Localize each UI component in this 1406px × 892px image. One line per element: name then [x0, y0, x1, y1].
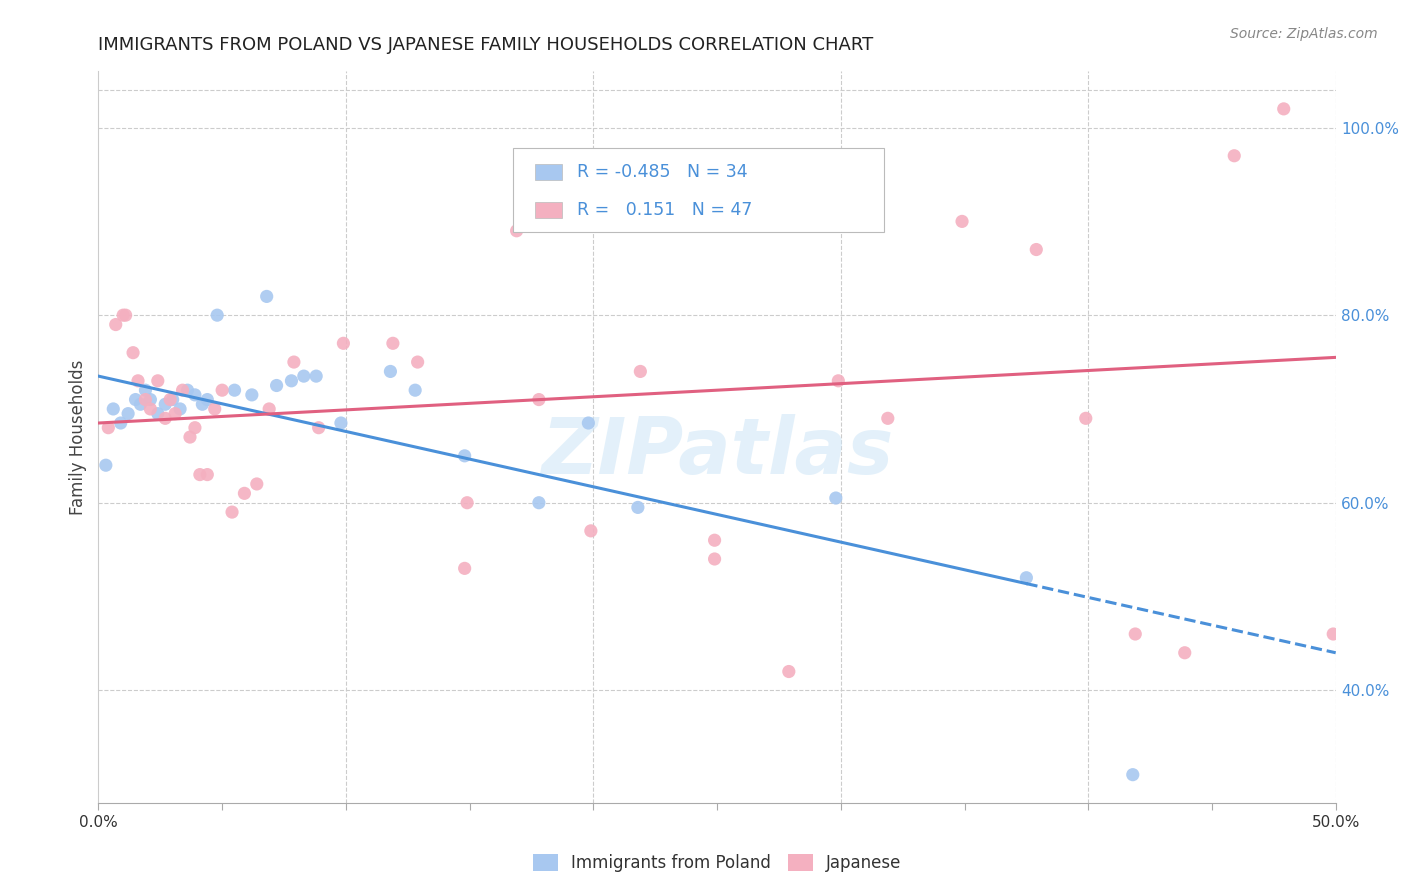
- Point: [124, 392, 146, 407]
- Point: [94, 458, 117, 473]
- Point: [114, 308, 136, 322]
- Point: [827, 374, 849, 388]
- Point: [110, 416, 132, 430]
- Point: [134, 383, 156, 397]
- Point: [112, 308, 135, 322]
- Point: [256, 289, 278, 303]
- Point: [703, 533, 725, 548]
- Text: Source: ZipAtlas.com: Source: ZipAtlas.com: [1230, 27, 1378, 41]
- Point: [950, 214, 973, 228]
- Text: R = -0.485   N = 34: R = -0.485 N = 34: [578, 162, 748, 180]
- Point: [527, 496, 550, 510]
- Point: [117, 407, 139, 421]
- Point: [824, 491, 846, 505]
- Point: [876, 411, 898, 425]
- Point: [381, 336, 404, 351]
- Point: [129, 397, 152, 411]
- Point: [406, 355, 429, 369]
- Point: [172, 383, 194, 397]
- Point: [1015, 571, 1038, 585]
- Point: [233, 486, 256, 500]
- Point: [1025, 243, 1047, 257]
- Point: [176, 383, 198, 397]
- Point: [283, 355, 305, 369]
- Point: [1272, 102, 1295, 116]
- Point: [224, 383, 246, 397]
- Point: [280, 374, 302, 388]
- Legend: Immigrants from Poland, Japanese: Immigrants from Poland, Japanese: [526, 847, 908, 879]
- Y-axis label: Family Households: Family Households: [69, 359, 87, 515]
- Point: [1174, 646, 1197, 660]
- Point: [246, 477, 269, 491]
- Point: [205, 308, 228, 322]
- Point: [146, 374, 169, 388]
- Point: [576, 416, 599, 430]
- Point: [579, 524, 602, 538]
- Point: [139, 401, 162, 416]
- Point: [134, 392, 156, 407]
- Point: [169, 401, 191, 416]
- FancyBboxPatch shape: [513, 148, 884, 232]
- Point: [332, 336, 354, 351]
- Point: [211, 383, 233, 397]
- FancyBboxPatch shape: [536, 163, 562, 179]
- Point: [456, 496, 478, 510]
- Text: IMMIGRANTS FROM POLAND VS JAPANESE FAMILY HOUSEHOLDS CORRELATION CHART: IMMIGRANTS FROM POLAND VS JAPANESE FAMIL…: [98, 36, 873, 54]
- Point: [139, 392, 162, 407]
- Point: [1123, 627, 1146, 641]
- FancyBboxPatch shape: [536, 202, 562, 219]
- Point: [184, 388, 207, 402]
- Point: [1322, 627, 1344, 641]
- Point: [159, 392, 181, 407]
- Point: [305, 369, 328, 384]
- Point: [628, 364, 651, 378]
- Point: [703, 552, 725, 566]
- Point: [195, 392, 218, 407]
- Point: [221, 505, 243, 519]
- Point: [165, 407, 187, 421]
- Point: [146, 407, 169, 421]
- Point: [404, 383, 426, 397]
- Point: [1074, 411, 1097, 425]
- Point: [188, 467, 211, 482]
- Point: [627, 500, 650, 515]
- Text: ZIPatlas: ZIPatlas: [541, 414, 893, 490]
- Point: [380, 364, 402, 378]
- Point: [257, 401, 280, 416]
- Point: [155, 411, 177, 425]
- Point: [505, 224, 527, 238]
- Point: [162, 392, 184, 407]
- Point: [184, 420, 207, 434]
- Text: R =   0.151   N = 47: R = 0.151 N = 47: [578, 202, 752, 219]
- Point: [97, 420, 120, 434]
- Point: [308, 420, 330, 434]
- Point: [127, 374, 149, 388]
- Point: [329, 416, 352, 430]
- Point: [204, 401, 226, 416]
- Point: [266, 378, 288, 392]
- Point: [155, 397, 177, 411]
- Point: [122, 345, 145, 359]
- Point: [179, 430, 201, 444]
- Point: [103, 401, 125, 416]
- Point: [292, 369, 315, 384]
- Point: [1223, 149, 1246, 163]
- Point: [453, 561, 475, 575]
- Point: [527, 392, 550, 407]
- Point: [195, 467, 218, 482]
- Point: [240, 388, 263, 402]
- Point: [191, 397, 214, 411]
- Point: [1122, 767, 1144, 781]
- Point: [453, 449, 475, 463]
- Point: [778, 665, 800, 679]
- Point: [104, 318, 127, 332]
